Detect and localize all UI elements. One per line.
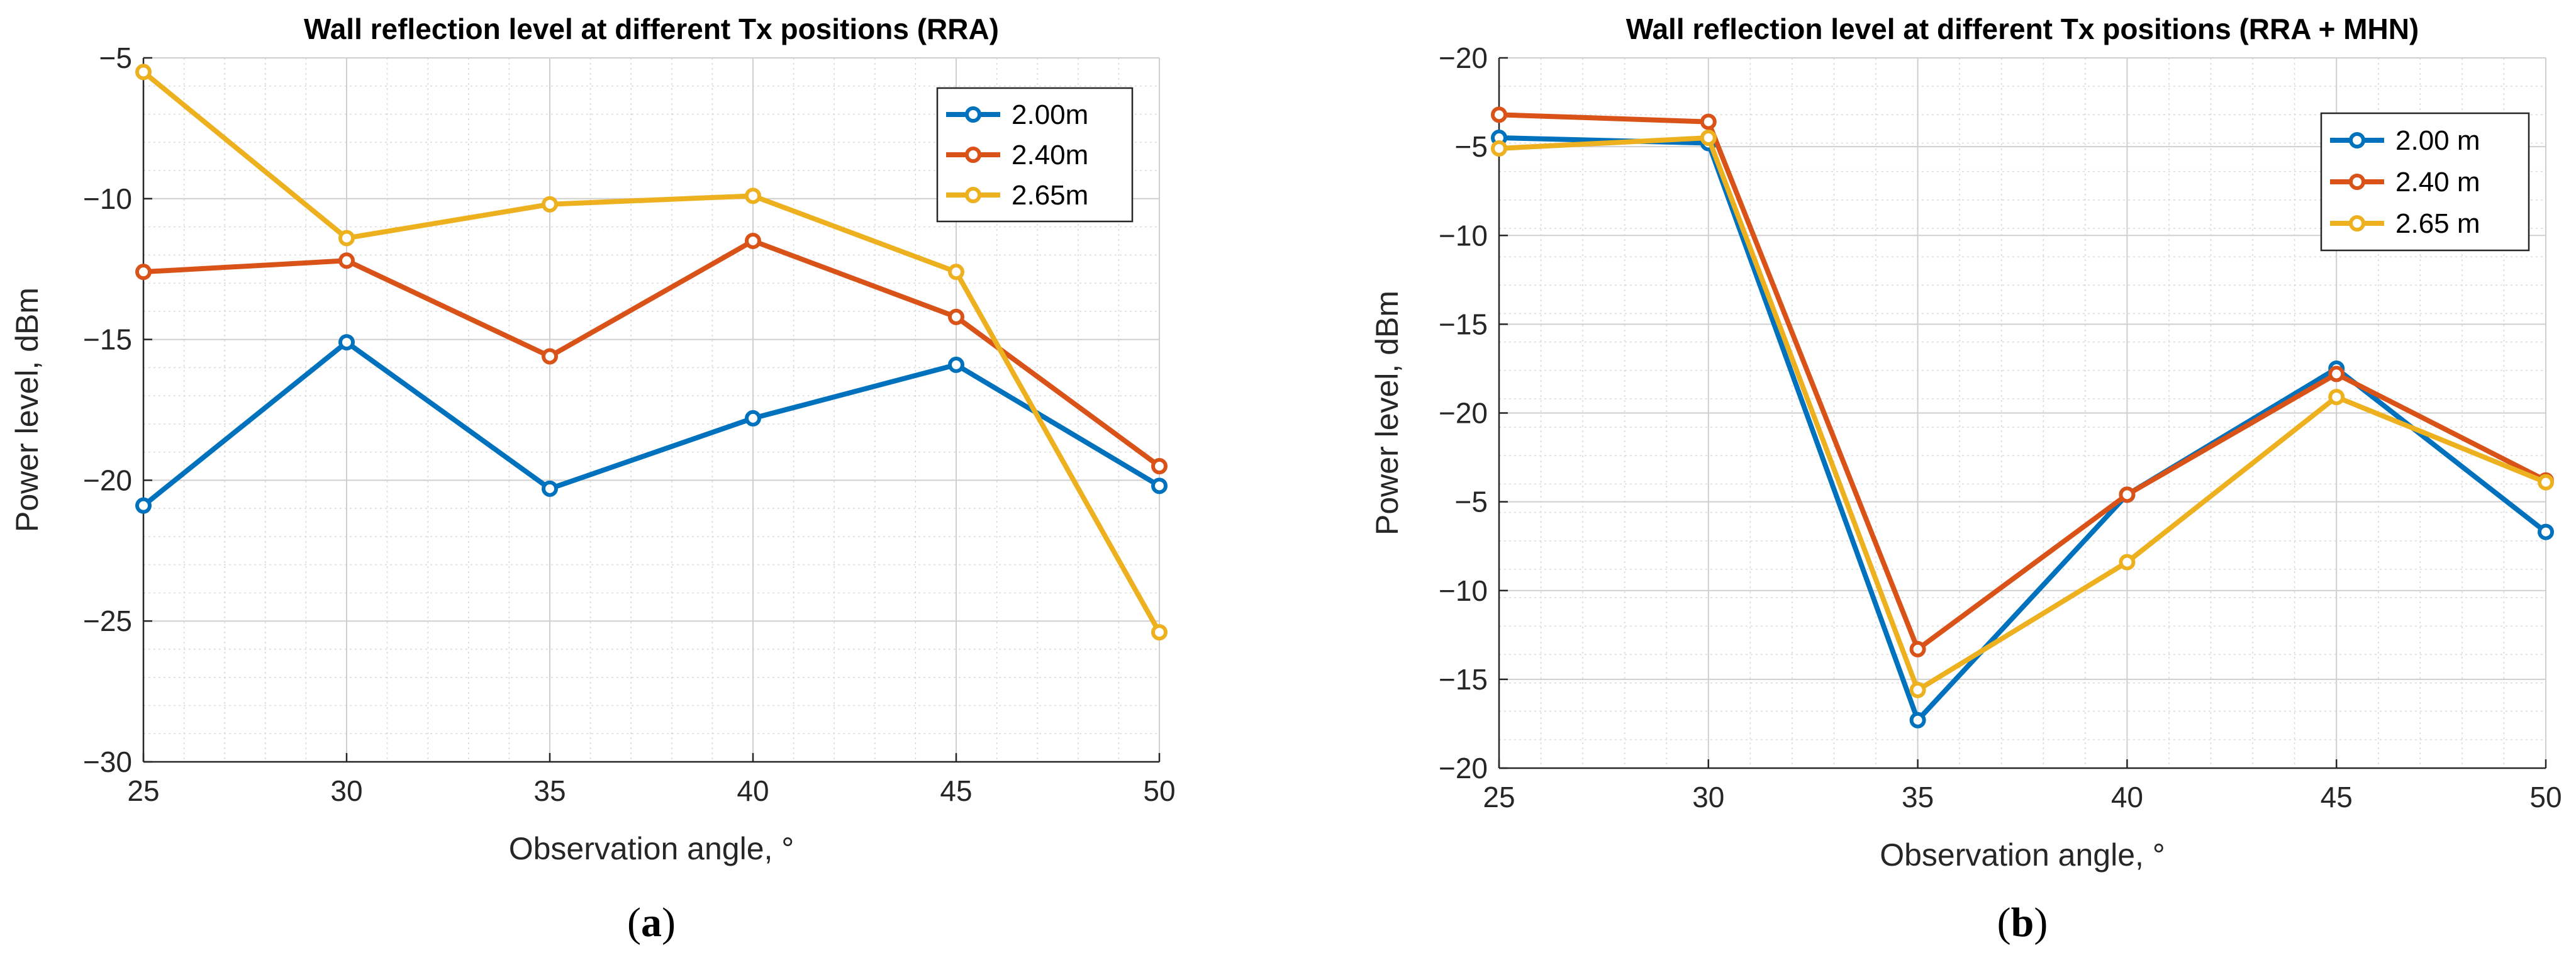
data-point — [135, 64, 152, 81]
x-tick-label: 25 — [127, 774, 159, 807]
data-point — [2538, 474, 2554, 491]
x-tick-label: 35 — [533, 774, 566, 807]
y-tick-label: −5 — [1455, 130, 1488, 163]
y-tick-label: −20 — [83, 464, 132, 496]
data-point — [1151, 624, 1168, 641]
data-point — [948, 308, 964, 325]
x-tick-label: 25 — [1483, 781, 1515, 813]
data-point — [542, 348, 558, 365]
x-tick-label: 45 — [940, 774, 972, 807]
legend-label: 2.00m — [1012, 99, 1088, 130]
series-2.40m — [135, 232, 1168, 475]
x-axis-label: Observation angle, ° — [1880, 837, 2165, 873]
data-point — [1909, 712, 1926, 728]
y-tick-label: −5 — [99, 42, 132, 74]
x-axis-label: Observation angle, ° — [509, 831, 795, 866]
x-tick-label: 30 — [1692, 781, 1724, 813]
series-2.00m — [135, 334, 1168, 514]
data-point — [2328, 366, 2345, 382]
x-tick-label: 30 — [330, 774, 362, 807]
y-axis-label: Power level, dBm — [1369, 291, 1405, 535]
data-point — [338, 334, 355, 351]
series-line — [1498, 112, 2547, 652]
data-point — [745, 232, 761, 249]
series-line — [1498, 135, 2548, 723]
x-tick-label: 50 — [2529, 781, 2562, 813]
data-point — [1700, 130, 1717, 147]
y-tick-label: −20 — [1439, 397, 1488, 430]
y-tick-label: −10 — [83, 182, 132, 215]
y-tick-label: −25 — [83, 605, 132, 637]
data-point — [745, 187, 761, 204]
subfigure-label: (b) — [1997, 900, 2048, 946]
legend-label: 2.65 m — [2395, 208, 2480, 239]
chart-title: Wall reflection level at different Tx po… — [1626, 13, 2419, 45]
legend-label: 2.40m — [1012, 140, 1088, 170]
series-2.65m — [1491, 130, 2554, 698]
data-point — [338, 230, 355, 247]
x-tick-label: 40 — [2111, 781, 2143, 813]
x-tick-label: 50 — [1143, 774, 1175, 807]
legend-marker — [965, 147, 981, 163]
y-tick-label: −10 — [1439, 219, 1488, 252]
legend-marker — [2349, 132, 2365, 148]
chart-title: Wall reflection level at different Tx po… — [304, 13, 999, 45]
data-point — [2119, 554, 2136, 571]
data-point — [948, 356, 964, 373]
data-point — [2328, 389, 2345, 406]
legend: 2.00 m 2.40 m 2.65 m — [2320, 112, 2530, 252]
data-point — [1909, 681, 1926, 698]
data-point — [1151, 458, 1168, 475]
legend-marker — [2349, 174, 2365, 190]
series-line — [143, 238, 1161, 469]
data-point — [1491, 106, 1507, 123]
legend-label: 2.40 m — [2395, 167, 2480, 198]
y-tick-label: −15 — [1439, 663, 1488, 696]
x-tick-label: 45 — [2321, 781, 2353, 813]
data-point — [1151, 477, 1168, 494]
chart-b: 25 30 35 40 45 50 −20 −5 −10 −15 −20 −5 −10 −15 −20 Wal… — [1369, 13, 2562, 946]
data-point — [542, 196, 558, 213]
series-line — [142, 340, 1161, 508]
data-point — [135, 264, 152, 281]
legend: 2.00m 2.40m 2.65m — [936, 87, 1134, 223]
data-point — [745, 410, 761, 427]
y-tick-label: −10 — [1439, 574, 1488, 607]
y-tick-label: −15 — [83, 323, 132, 356]
data-point — [1909, 640, 1926, 657]
y-axis-label: Power level, dBm — [9, 287, 45, 532]
legend-marker — [965, 106, 981, 123]
y-tick-label: −20 — [1439, 752, 1488, 784]
chart-a: 25 30 35 40 45 50 −5 −10 −15 −20 −25 −30 Wall reflec… — [9, 13, 1176, 946]
legend-label: 2.00 m — [2395, 125, 2480, 156]
legend-marker — [2349, 215, 2365, 232]
series-line — [1498, 135, 2547, 693]
data-point — [948, 264, 964, 281]
series-2.65m — [135, 64, 1168, 641]
data-point — [2119, 486, 2136, 503]
legend-marker — [965, 187, 981, 203]
data-point — [542, 480, 558, 497]
series-line — [142, 70, 1162, 634]
data-point — [338, 252, 355, 269]
data-point — [135, 497, 152, 514]
y-tick-label: −20 — [1439, 42, 1488, 74]
x-tick-label: 40 — [737, 774, 769, 807]
y-tick-label: −30 — [83, 745, 132, 778]
subfigure-label: (a) — [627, 900, 676, 946]
x-tick-label: 35 — [1902, 781, 1934, 813]
data-point — [1491, 140, 1507, 157]
data-point — [1700, 113, 1717, 130]
legend-label: 2.65m — [1012, 180, 1088, 211]
data-point — [2538, 523, 2554, 540]
y-tick-label: −5 — [1455, 486, 1488, 518]
y-tick-label: −15 — [1439, 308, 1488, 340]
